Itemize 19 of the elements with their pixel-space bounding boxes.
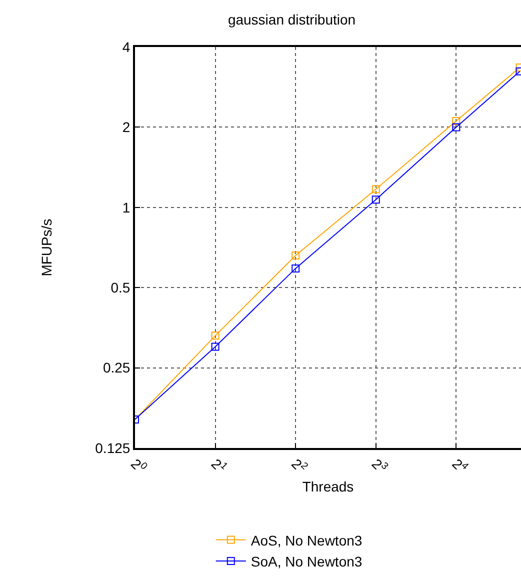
point [211,342,220,351]
y-tick-label: 0.125 [95,440,130,456]
point [292,251,300,260]
x-axis-title: Threads [302,478,354,494]
y-tick-label: 0.25 [102,360,130,376]
point [292,264,300,272]
chart-title: gaussian distribution [228,11,356,28]
y-tick-label: 1 [122,199,130,216]
point [452,123,460,132]
point [372,196,380,204]
legend-label: AoS, No Newton3 [250,532,362,548]
legend-label: SoA, No Newton3 [250,553,362,570]
point [452,117,460,126]
y-tick-label: 2 [122,119,130,136]
y-tick-label: 4 [122,38,130,55]
point [372,185,380,194]
point [211,332,220,340]
y-tick-label: 0.5 [110,280,130,296]
y-axis-title: MFUPs/s [38,218,54,276]
